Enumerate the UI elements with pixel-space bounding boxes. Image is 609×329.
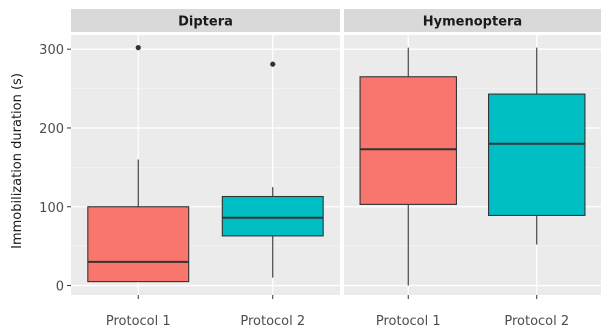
facet-strip-label: Hymenoptera (423, 15, 522, 30)
facet-panel-hymenoptera: Hymenoptera Protocol 1 Protocol 2 (344, 9, 601, 329)
box-protocol-1 (87, 45, 190, 283)
outlier-point (135, 45, 141, 51)
y-tick-label: 300 (39, 43, 64, 58)
box-protocol-2 (221, 61, 324, 278)
x-tick-label: Protocol 1 (106, 314, 171, 329)
y-tick-label: 100 (39, 201, 64, 216)
x-tick-label: Protocol 2 (504, 314, 569, 329)
box-protocol-1 (359, 47, 457, 286)
y-tick-label: 0 (56, 280, 64, 295)
outlier-point (270, 61, 276, 67)
facet-strip (344, 9, 601, 32)
box-iqr (87, 206, 190, 283)
box-protocol-2 (488, 47, 586, 245)
y-tick-label: 200 (39, 122, 64, 137)
y-axis: 0 100 200 300 (39, 43, 71, 295)
facet-strip-label: Diptera (178, 15, 233, 30)
x-tick-label: Protocol 1 (376, 314, 441, 329)
box-iqr (359, 76, 457, 205)
plot-layer: Diptera Protocol 1 Protocol 2 Hymenoptera Pr… (39, 9, 601, 329)
box-iqr (488, 93, 586, 216)
facet-panel-diptera: Diptera Protocol 1 Protocol 2 (71, 9, 340, 329)
box-iqr (221, 195, 324, 237)
x-tick-label: Protocol 2 (240, 314, 305, 329)
facet-strip (71, 9, 340, 32)
y-axis-title: Immobilization duration (s) (10, 73, 25, 249)
